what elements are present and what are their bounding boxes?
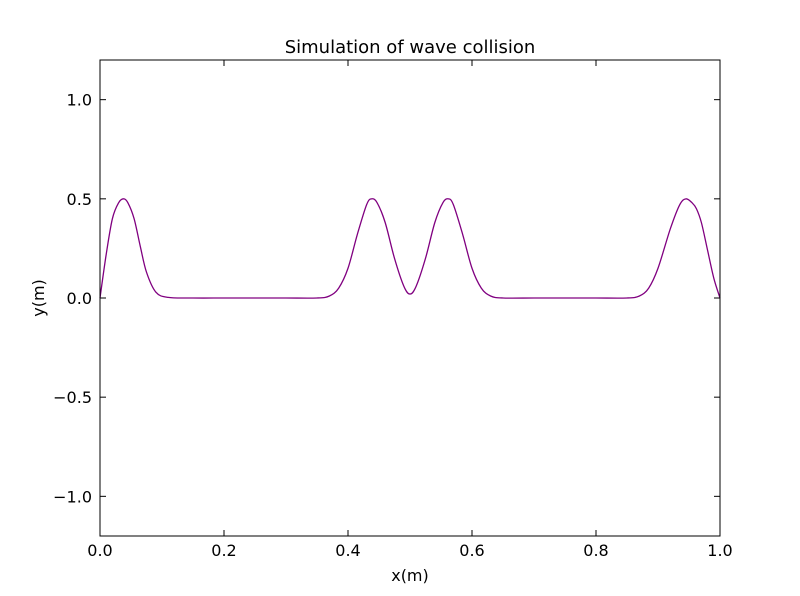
y-tick-label: 0.5	[67, 190, 92, 209]
y-tick-label: −0.5	[53, 388, 92, 407]
y-tick-label: 1.0	[67, 91, 92, 110]
x-tick-label: 0.2	[211, 541, 236, 560]
chart-title: Simulation of wave collision	[285, 37, 536, 58]
series-line	[99, 198, 721, 299]
y-tick-label: −1.0	[53, 487, 92, 506]
x-tick-label: 0.6	[459, 541, 484, 560]
y-axis-label: y(m)	[29, 279, 48, 317]
x-axis-label: x(m)	[391, 566, 429, 585]
plot-frame	[99, 59, 721, 537]
y-tick-label: 0.0	[67, 289, 92, 308]
x-tick-label: 0.8	[583, 541, 608, 560]
x-tick-label: 0.4	[335, 541, 360, 560]
ticks-layer: 0.0 0.2 0.4 0.6 0.8 1.0 −1.0 −0.5 0.0 0.5 1.0	[53, 60, 733, 560]
line-layer	[99, 198, 721, 299]
x-tick-label: 0.0	[87, 541, 112, 560]
x-tick-label: 1.0	[707, 541, 732, 560]
